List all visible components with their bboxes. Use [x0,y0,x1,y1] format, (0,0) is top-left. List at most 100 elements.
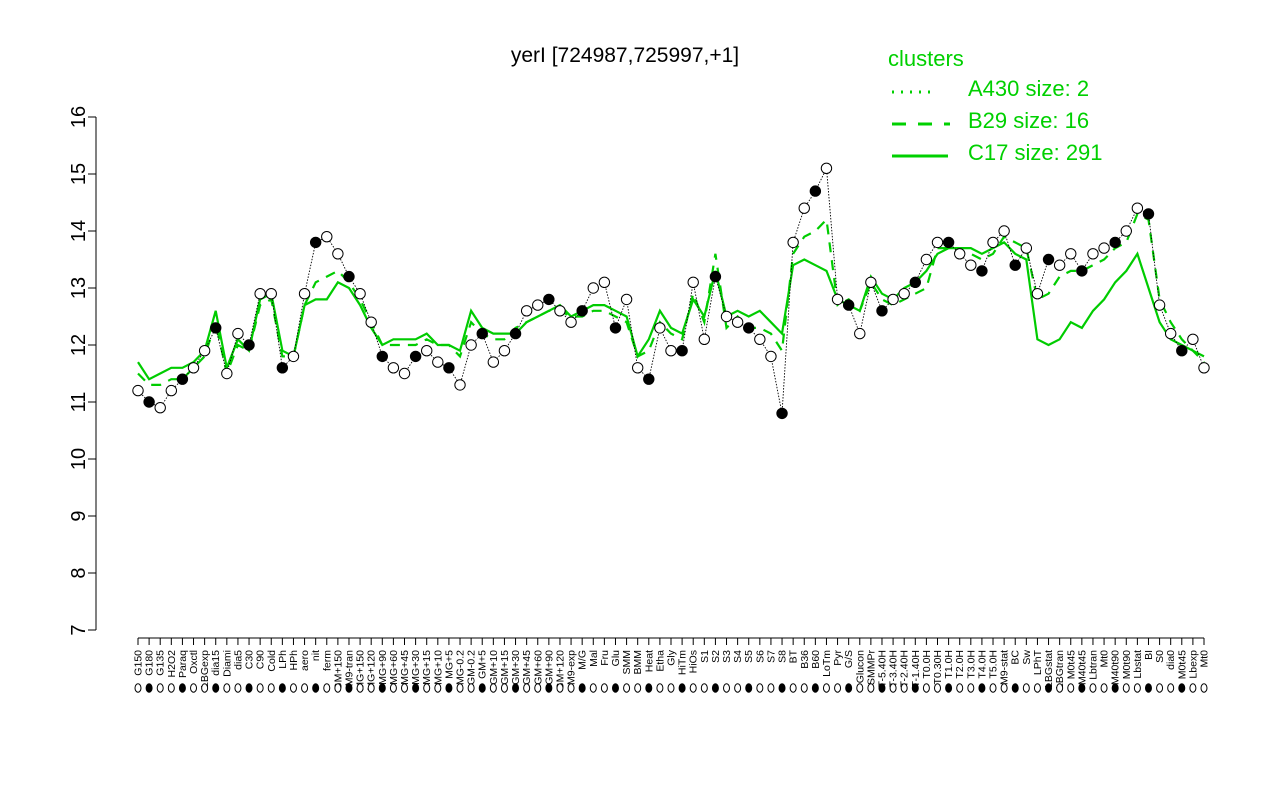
x-tick-label: S6 [754,650,766,663]
x-tick-label: GM+10 [488,650,500,685]
rug-marker [489,683,497,693]
x-tick-label: T4.0H [976,650,988,679]
x-tick-label: MG+15 [421,650,433,685]
x-tick-label: S4 [732,650,744,663]
data-point [598,276,611,288]
data-point [409,350,422,363]
rug-marker [700,683,708,693]
data-point [820,162,833,175]
data-point [1109,236,1121,249]
x-tick-label: MG+45 [399,650,411,685]
x-tick-label: B60 [810,650,822,669]
y-tick-label: 9 [68,510,90,521]
data-point [1120,225,1132,237]
rug-marker [1089,683,1097,693]
rug-marker [134,683,142,693]
x-tick-label: dia0 [1165,650,1177,670]
x-tick-label: Etha [654,650,666,672]
data-point [765,350,777,363]
x-tick-label: Cold [266,650,278,672]
legend-label-b29: B29 size: 16 [968,108,1090,133]
x-tick-label: MG+120 [366,650,378,691]
y-tick-label: 12 [68,334,90,356]
cluster-lines [137,212,1205,386]
rug-marker [734,683,742,693]
rug-marker [212,683,220,693]
x-tick-label: Glucon [854,650,866,683]
x-tick-label: M0t90 [1121,650,1133,679]
data-point [654,322,666,334]
x-tick-label: T5.0H [988,650,1000,679]
rug-marker [656,683,664,693]
rug-marker [878,683,886,693]
rug-marker [512,683,520,693]
rug-marker [1144,683,1152,693]
x-tick-label: HiTm [677,650,689,675]
data-point [720,310,733,323]
data-point [887,293,899,306]
dashed-line-icon [892,122,950,126]
x-tick-label: Mt0 [1199,650,1211,668]
x-tick-label: GM-0.2 [466,650,478,685]
data-point [332,248,344,260]
rug-marker [978,683,986,693]
rug-marker [289,683,297,693]
x-tick-label: B36 [799,650,811,669]
x-tick-label: S0 [1154,650,1166,663]
data-point [854,327,866,340]
x-tick-label: GM+120 [554,650,566,691]
legend-entry-b29: B29 size: 16 [888,108,1188,140]
x-tick-label: Paraq [177,650,189,678]
rug-marker [589,683,597,693]
x-tick-label: T1.0H [943,650,955,679]
data-point [376,350,388,363]
rug-marker [756,683,764,693]
rug-marker [534,683,542,693]
x-tick-label: dia15 [210,650,222,676]
x-tick-label: M/G [577,650,589,670]
rug-marker [967,683,975,693]
x-tick-label: G/S [843,650,855,668]
legend-title: clusters [888,46,964,71]
rug-marker [811,683,819,693]
x-tick-label: C90 [255,650,267,669]
data-point [1176,345,1188,357]
x-tick-label: S1 [699,650,711,663]
rug-marker [1133,683,1141,693]
data-point [831,293,844,306]
rug-marker [645,683,653,693]
rug-marker [1156,683,1164,693]
legend: clusters A430 size: 2 B29 size: 16 C17 s… [888,46,1188,172]
data-point [210,322,222,334]
rug-marker [345,683,353,693]
rug-marker [389,683,397,693]
data-point [565,316,577,328]
data-point [165,384,178,397]
legend-entry-c17: C17 size: 291 [888,140,1188,172]
rug-marker [578,683,586,693]
rug-marker [523,683,531,693]
data-point [587,282,599,294]
data-point [465,339,477,351]
x-tick-label: HPh [288,650,300,671]
data-point [298,288,311,300]
x-tick-label: T0.0H [921,650,933,679]
y-tick-label: 7 [68,624,90,635]
rug-marker [623,683,631,693]
rug-marker [412,683,420,693]
x-tick-label: Lbstat [1132,650,1144,679]
cluster-line-solid [137,241,1205,381]
rug-marker [201,683,209,693]
legend-entry-a430: A430 size: 2 [888,76,1188,108]
x-tick-label: BC [1010,650,1022,665]
x-tick-label: Oxctl [188,650,200,674]
data-point [254,288,266,300]
x-tick-label: LPh [277,650,289,669]
data-point [232,327,244,340]
x-tick-label: LBGtran [1054,650,1066,689]
rug-marker [223,683,231,693]
rug-marker [989,683,997,693]
data-point [443,362,455,374]
rug-marker [1167,683,1175,693]
data-point [876,305,888,317]
